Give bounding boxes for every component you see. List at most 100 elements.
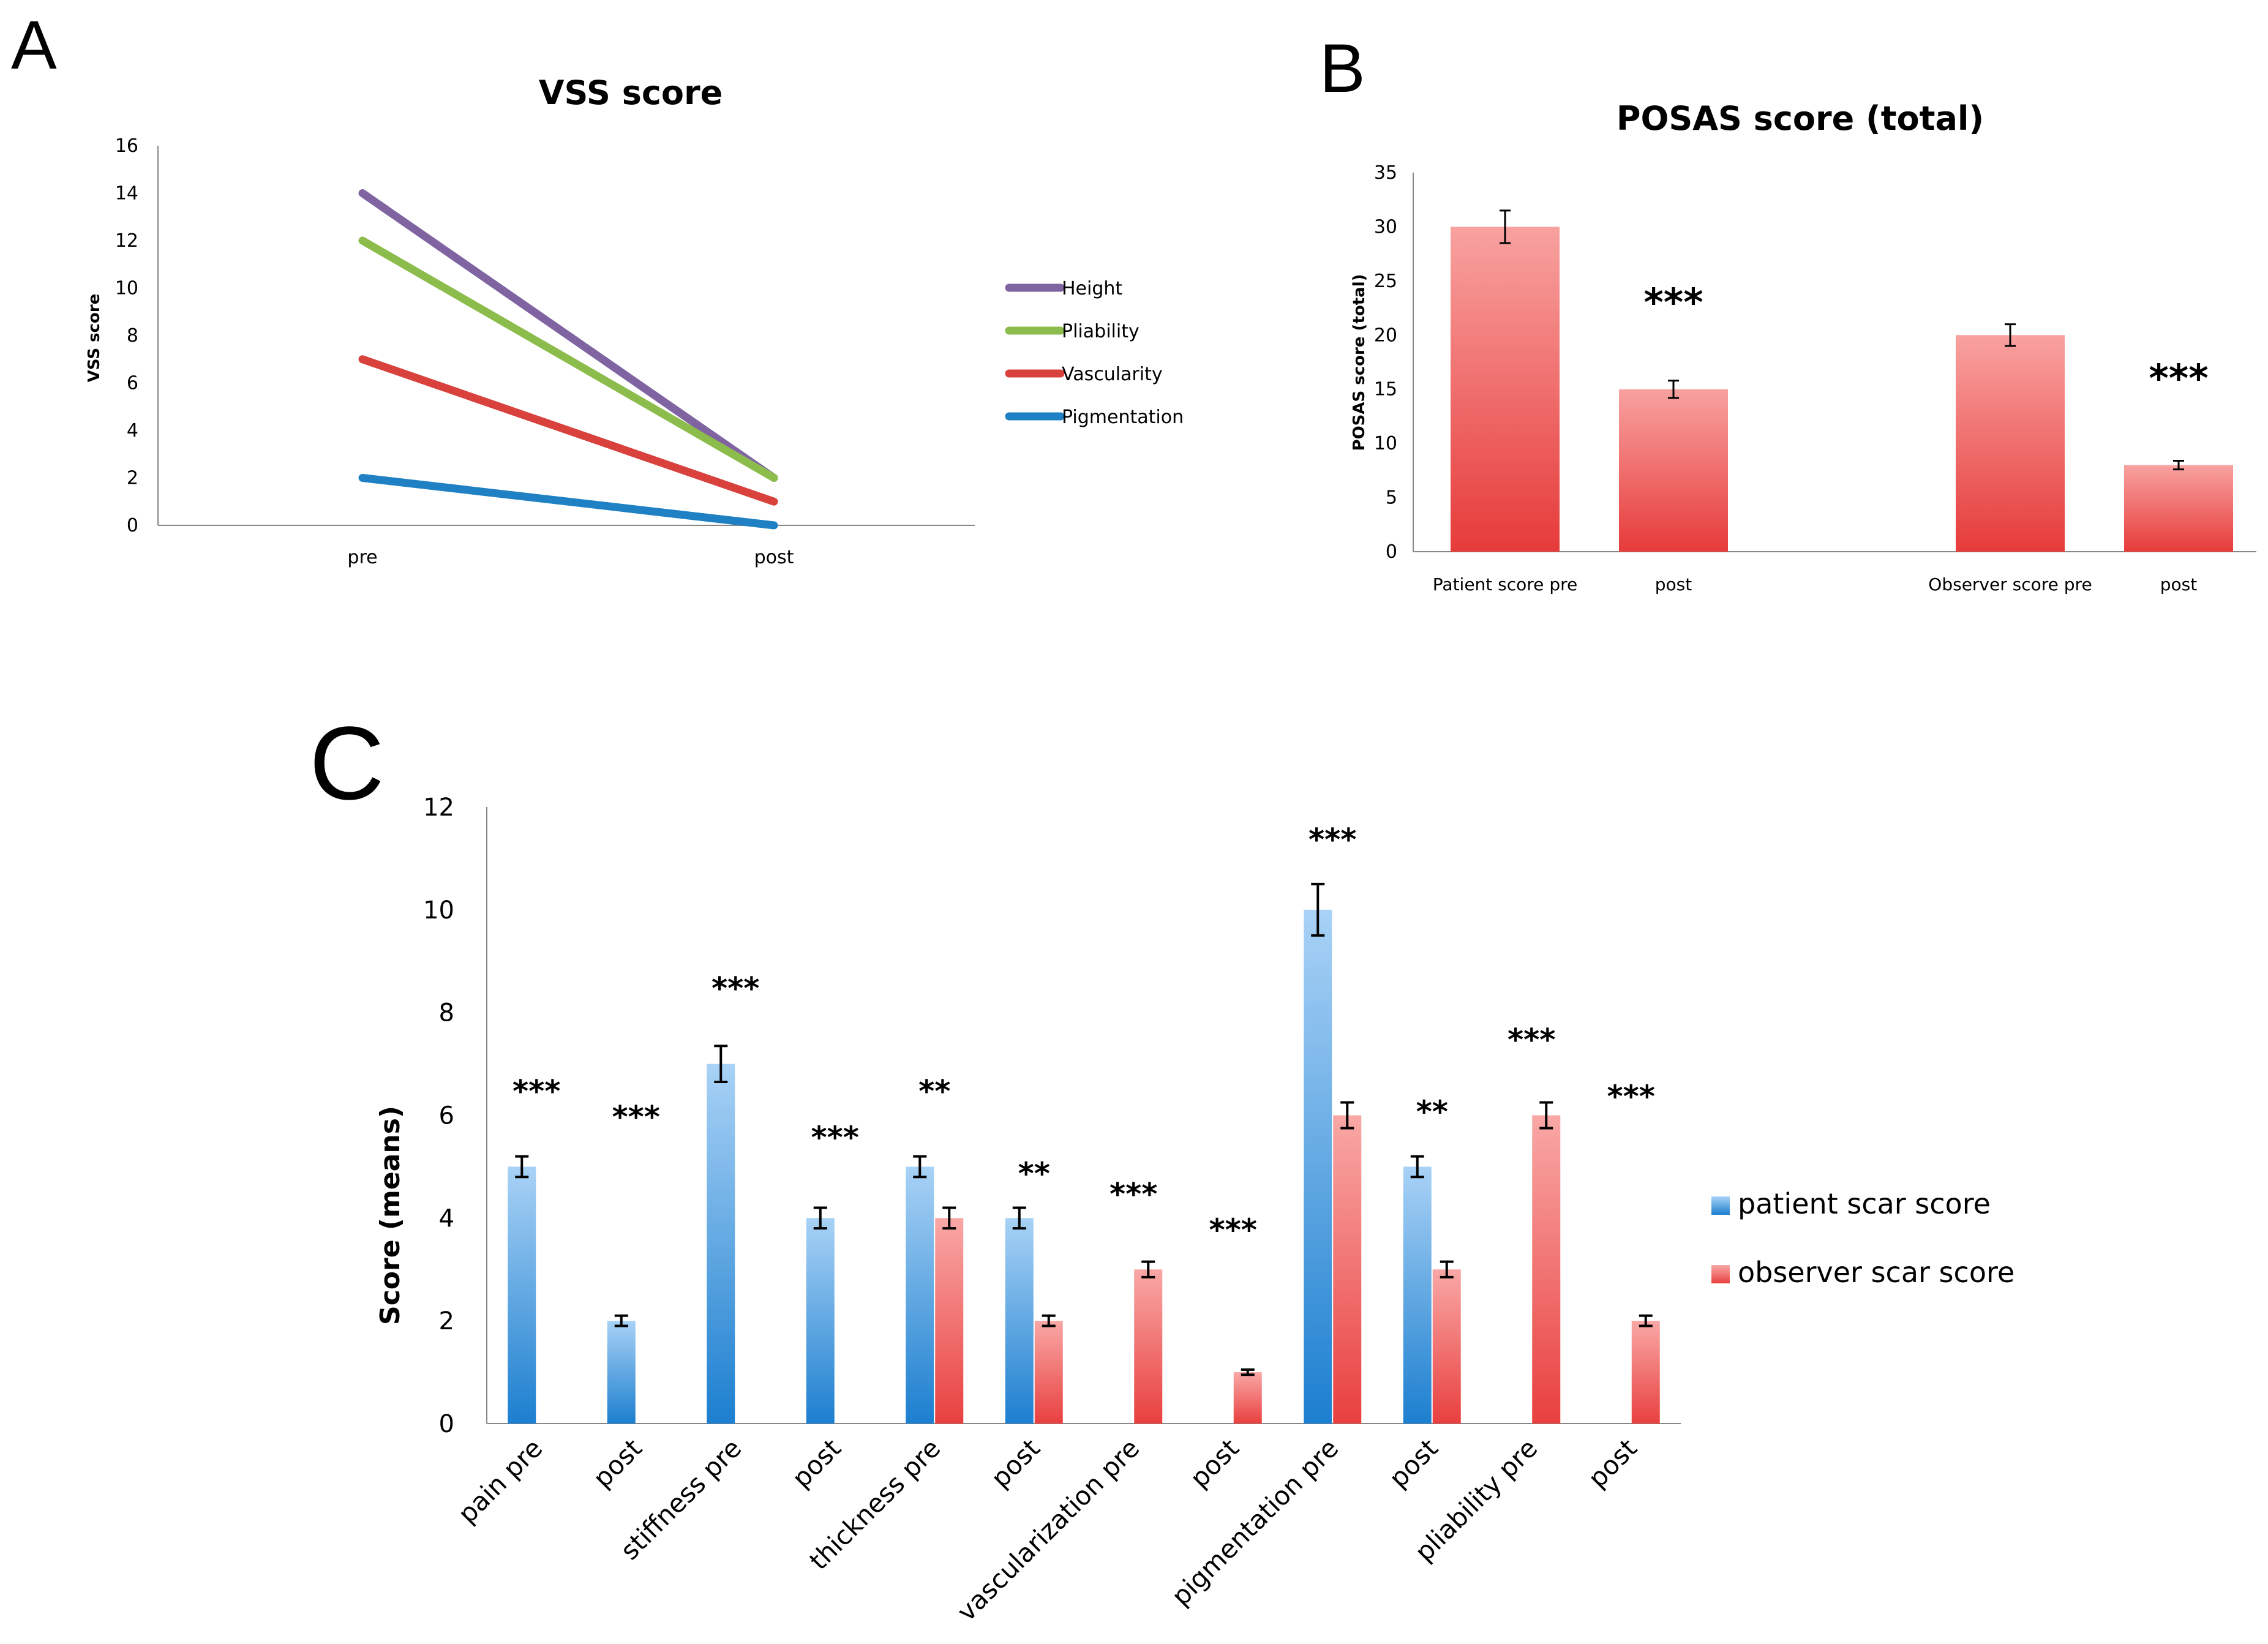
observer-score-bar	[1333, 1115, 1362, 1424]
posas-error-bar	[1500, 209, 1511, 244]
posas-bar	[1956, 335, 2065, 552]
scar-y-tick-label: 6	[439, 1102, 454, 1130]
scar-x-tick-label: post	[786, 1433, 847, 1493]
vss-legend-label: Pigmentation	[1062, 407, 1184, 428]
vss-x-tick-label: post	[754, 547, 794, 568]
posas-x-tick-label: Patient score pre	[1433, 574, 1577, 595]
patient-score-bar	[906, 1166, 934, 1424]
scar-significance-marker: ***	[1209, 1212, 1257, 1248]
scar-significance-marker: ***	[1508, 1023, 1555, 1058]
scar-legend-label: patient scar score	[1738, 1187, 1991, 1220]
scar-error-bar	[1012, 1206, 1026, 1230]
observer-score-bar	[1034, 1321, 1063, 1424]
vss-y-tick-label: 2	[127, 468, 138, 489]
posas-error-bar	[1668, 380, 1679, 399]
scar-significance-marker: ***	[811, 1120, 859, 1155]
scar-error-bar	[1311, 882, 1325, 937]
scar-significance-marker: ***	[1607, 1079, 1655, 1114]
vss-series-line-pigmentation	[358, 474, 778, 530]
scar-legend-label: observer scar score	[1738, 1256, 2015, 1289]
observer-score-bar	[935, 1218, 964, 1424]
scar-significance-marker: **	[1416, 1094, 1448, 1130]
posas-error-bar	[2173, 459, 2184, 471]
scar-x-tick-label: post	[587, 1433, 648, 1493]
scar-significance-marker: ***	[513, 1074, 560, 1109]
vss-y-tick-label: 0	[127, 515, 138, 536]
posas-y-tick-label: 0	[1386, 541, 1397, 563]
patient-score-bar	[707, 1064, 735, 1424]
vss-chart-title: VSS score	[539, 73, 723, 112]
scar-x-tick-label: post	[1582, 1433, 1643, 1493]
scar-y-tick-label: 2	[439, 1307, 454, 1335]
scar-error-bar	[614, 1314, 628, 1327]
observer-score-bar	[1134, 1269, 1163, 1424]
vss-y-axis-label: VSS score	[85, 294, 103, 383]
posas-y-axis-label: POSAS score (total)	[1350, 274, 1369, 451]
scar-legend-swatch	[1711, 1196, 1730, 1215]
scar-error-bar	[1539, 1101, 1553, 1130]
posas-bar-chart: POSAS score (total) POSAS score (total) …	[1350, 99, 2256, 595]
scar-error-bar	[1042, 1314, 1056, 1327]
observer-score-bar	[1432, 1269, 1461, 1424]
vss-legend-label: Height	[1062, 278, 1122, 299]
posas-x-tick-label: post	[2160, 574, 2197, 595]
posas-y-tick-label: 35	[1374, 162, 1397, 184]
scar-significance-marker: ***	[612, 1100, 660, 1135]
scar-y-tick-label: 4	[439, 1204, 454, 1233]
vss-y-tick-label: 14	[115, 183, 138, 205]
vss-legend-label: Pliability	[1062, 321, 1140, 342]
posas-bar	[1619, 389, 1728, 552]
scar-y-tick-label: 10	[423, 896, 454, 925]
panel-label-b: B	[1320, 30, 1365, 107]
posas-y-tick-label: 5	[1386, 487, 1397, 509]
vss-y-tick-label: 16	[115, 135, 138, 157]
panel-label-c: C	[309, 705, 385, 822]
observer-score-bar	[1631, 1321, 1660, 1424]
patient-score-bar	[806, 1218, 835, 1424]
posas-bar	[1451, 227, 1560, 552]
scar-x-tick-label: vascularization pre	[952, 1433, 1146, 1627]
vss-y-tick-label: 12	[115, 230, 138, 252]
scar-significance-marker: ***	[1309, 822, 1356, 857]
patient-score-bar	[1005, 1218, 1034, 1424]
vss-line-chart: VSS score VSS score 0 2 4 6 8 10 12 14 16 pre pos…	[85, 73, 1184, 568]
patient-score-bar	[1403, 1166, 1432, 1424]
scar-legend-swatch	[1711, 1265, 1730, 1283]
scar-x-tick-label: post	[985, 1433, 1046, 1493]
scar-y-tick-label: 8	[439, 999, 454, 1027]
scar-error-bar	[1241, 1368, 1255, 1376]
scar-y-axis-label: Score (means)	[375, 1106, 406, 1325]
scar-error-bar	[714, 1045, 728, 1083]
vss-y-tick-label: 4	[127, 420, 138, 441]
scar-significance-marker: **	[1018, 1156, 1050, 1192]
scar-y-tick-label: 0	[439, 1410, 454, 1438]
patient-score-bar	[1304, 909, 1332, 1424]
scar-error-bar	[813, 1206, 827, 1230]
vss-series-line-height	[358, 189, 778, 482]
vss-y-tick-label: 10	[115, 278, 138, 299]
posas-y-tick-label: 30	[1374, 216, 1397, 238]
scar-error-bar	[1440, 1260, 1454, 1278]
scar-error-bar	[913, 1155, 927, 1179]
posas-significance-marker: ***	[2149, 356, 2208, 401]
posas-chart-title: POSAS score (total)	[1617, 99, 1984, 138]
vss-y-tick-label: 8	[127, 325, 138, 347]
posas-y-tick-label: 20	[1374, 325, 1397, 346]
panel-label-a: A	[11, 7, 57, 83]
scar-error-bar	[1340, 1101, 1354, 1130]
scar-x-tick-label: post	[1383, 1433, 1444, 1493]
scar-significance-marker: ***	[712, 971, 759, 1007]
posas-y-tick-label: 25	[1374, 271, 1397, 292]
observer-score-bar	[1532, 1115, 1561, 1424]
posas-significance-marker: ***	[1643, 280, 1703, 325]
scar-x-tick-label: pigmentation pre	[1166, 1433, 1344, 1611]
observer-score-bar	[1233, 1372, 1262, 1424]
scar-y-tick-label: 12	[423, 794, 454, 822]
posas-x-tick-label: post	[1655, 574, 1692, 595]
posas-bar	[2124, 465, 2233, 552]
vss-series-line-vascularity	[358, 355, 778, 506]
scar-significance-marker: ***	[1110, 1176, 1157, 1212]
scar-error-bar	[942, 1206, 956, 1230]
scar-error-bar	[1410, 1155, 1424, 1179]
